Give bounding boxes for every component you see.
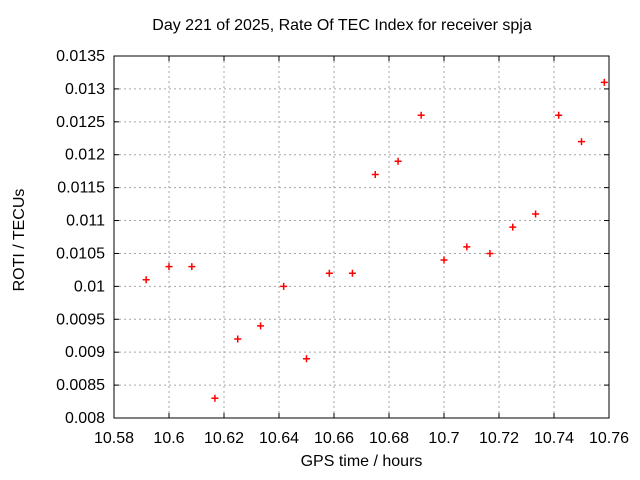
data-point-marker [417, 111, 425, 119]
x-tick-label: 10.66 [314, 430, 354, 447]
data-point-marker [348, 269, 356, 277]
data-point-marker [509, 223, 517, 231]
data-point-marker [371, 170, 379, 178]
x-tick-label: 10.68 [369, 430, 409, 447]
x-tick-label: 10.74 [534, 430, 574, 447]
data-point-marker [211, 394, 219, 402]
data-point-marker [142, 276, 150, 284]
x-tick-label: 10.76 [589, 430, 629, 447]
x-axis-title: GPS time / hours [300, 453, 423, 470]
data-point-marker [463, 243, 471, 251]
data-point-marker [486, 249, 494, 257]
x-tick-label: 10.6 [153, 430, 184, 447]
y-tick-label: 0.013 [65, 81, 105, 98]
data-point-marker [600, 78, 608, 86]
data-point-marker [257, 322, 265, 330]
data-point-marker [234, 335, 242, 343]
y-tick-label: 0.0125 [56, 114, 105, 131]
data-point-marker [532, 210, 540, 218]
y-tick-label: 0.0135 [56, 48, 105, 65]
y-tick-label: 0.01 [74, 278, 105, 295]
x-tick-label: 10.72 [479, 430, 519, 447]
y-tick-label: 0.0095 [56, 311, 105, 328]
x-tick-label: 10.62 [204, 430, 244, 447]
data-point-marker [440, 256, 448, 264]
y-tick-label: 0.011 [66, 213, 105, 230]
data-point-marker [280, 282, 288, 290]
data-point-marker [325, 269, 333, 277]
y-tick-label: 0.0085 [56, 377, 105, 394]
data-point-marker [188, 263, 196, 271]
chart-title: Day 221 of 2025, Rate Of TEC Index for r… [152, 17, 532, 34]
y-tick-label: 0.0105 [56, 245, 105, 262]
plot-border [113, 55, 610, 419]
data-point-marker [165, 263, 173, 271]
data-point-marker [578, 138, 585, 146]
y-tick-label: 0.008 [65, 410, 105, 427]
y-tick-label: 0.009 [65, 344, 105, 361]
y-tick-label: 0.012 [65, 147, 105, 164]
y-tick-label: 0.0115 [57, 180, 105, 197]
x-tick-label: 10.7 [428, 430, 459, 447]
data-point-marker [555, 111, 563, 119]
data-point-marker [394, 157, 402, 165]
x-tick-label: 10.64 [259, 430, 299, 447]
x-tick-label: 10.58 [94, 430, 134, 447]
data-point-marker [303, 355, 310, 363]
